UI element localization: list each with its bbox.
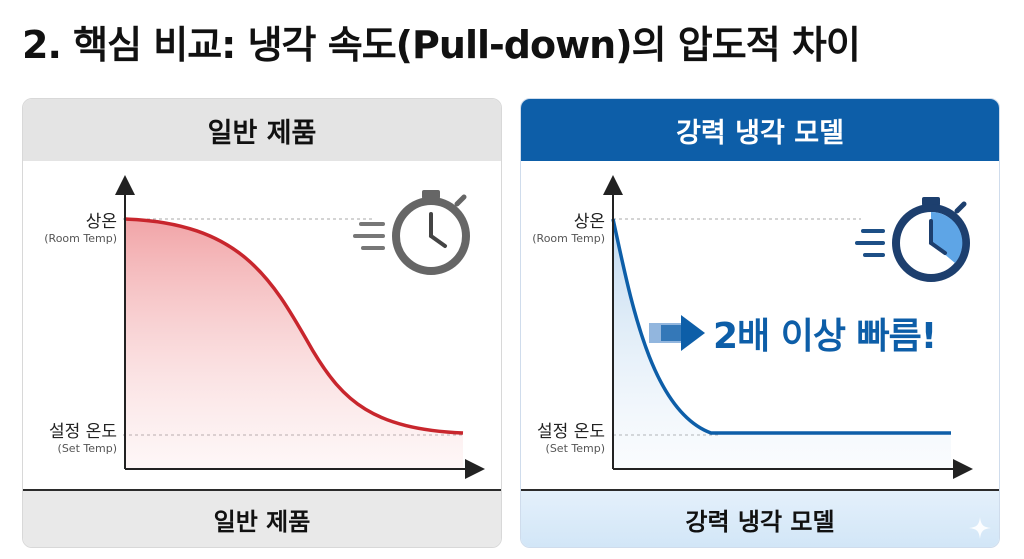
y-label-set-temp: 설정 온도 bbox=[49, 422, 117, 442]
y-label-room-temp: 상온 bbox=[573, 212, 605, 232]
cooling-area bbox=[613, 219, 951, 469]
y-sublabel-set-temp: (Set Temp) bbox=[545, 442, 605, 455]
chart-standard-cooling bbox=[115, 175, 485, 479]
speed-callout: 2배 이상 빠름! bbox=[713, 316, 937, 357]
cooling-curve bbox=[611, 218, 951, 435]
panel-powerful-cooling: 강력 냉각 모델 bbox=[520, 98, 1000, 548]
panel-header-powerful: 강력 냉각 모델 bbox=[521, 99, 999, 161]
chart-powerful-cooling bbox=[603, 175, 973, 479]
y-label-set-temp: 설정 온도 bbox=[537, 422, 605, 442]
panel-standard-product: 일반 제품 상온 (Room Temp) bbox=[22, 98, 502, 548]
cooling-area bbox=[125, 219, 463, 469]
cooling-curve bbox=[124, 217, 464, 435]
page-title: 2. 핵심 비교: 냉각 속도(Pull-down)의 압도적 차이 bbox=[22, 23, 861, 67]
fast-stopwatch-icon bbox=[855, 197, 970, 282]
y-sublabel-set-temp: (Set Temp) bbox=[57, 442, 117, 455]
stopwatch-icon bbox=[353, 190, 470, 275]
y-sublabel-room-temp: (Room Temp) bbox=[532, 232, 605, 245]
callout-arrow-icon bbox=[649, 315, 705, 351]
panel-header-standard: 일반 제품 bbox=[23, 99, 501, 161]
sparkle-icon bbox=[969, 517, 991, 539]
panel-footer-standard: 일반 제품 bbox=[23, 489, 501, 547]
y-label-room-temp: 상온 bbox=[85, 212, 117, 232]
y-sublabel-room-temp: (Room Temp) bbox=[44, 232, 117, 245]
panel-footer-powerful: 강력 냉각 모델 bbox=[521, 489, 999, 547]
